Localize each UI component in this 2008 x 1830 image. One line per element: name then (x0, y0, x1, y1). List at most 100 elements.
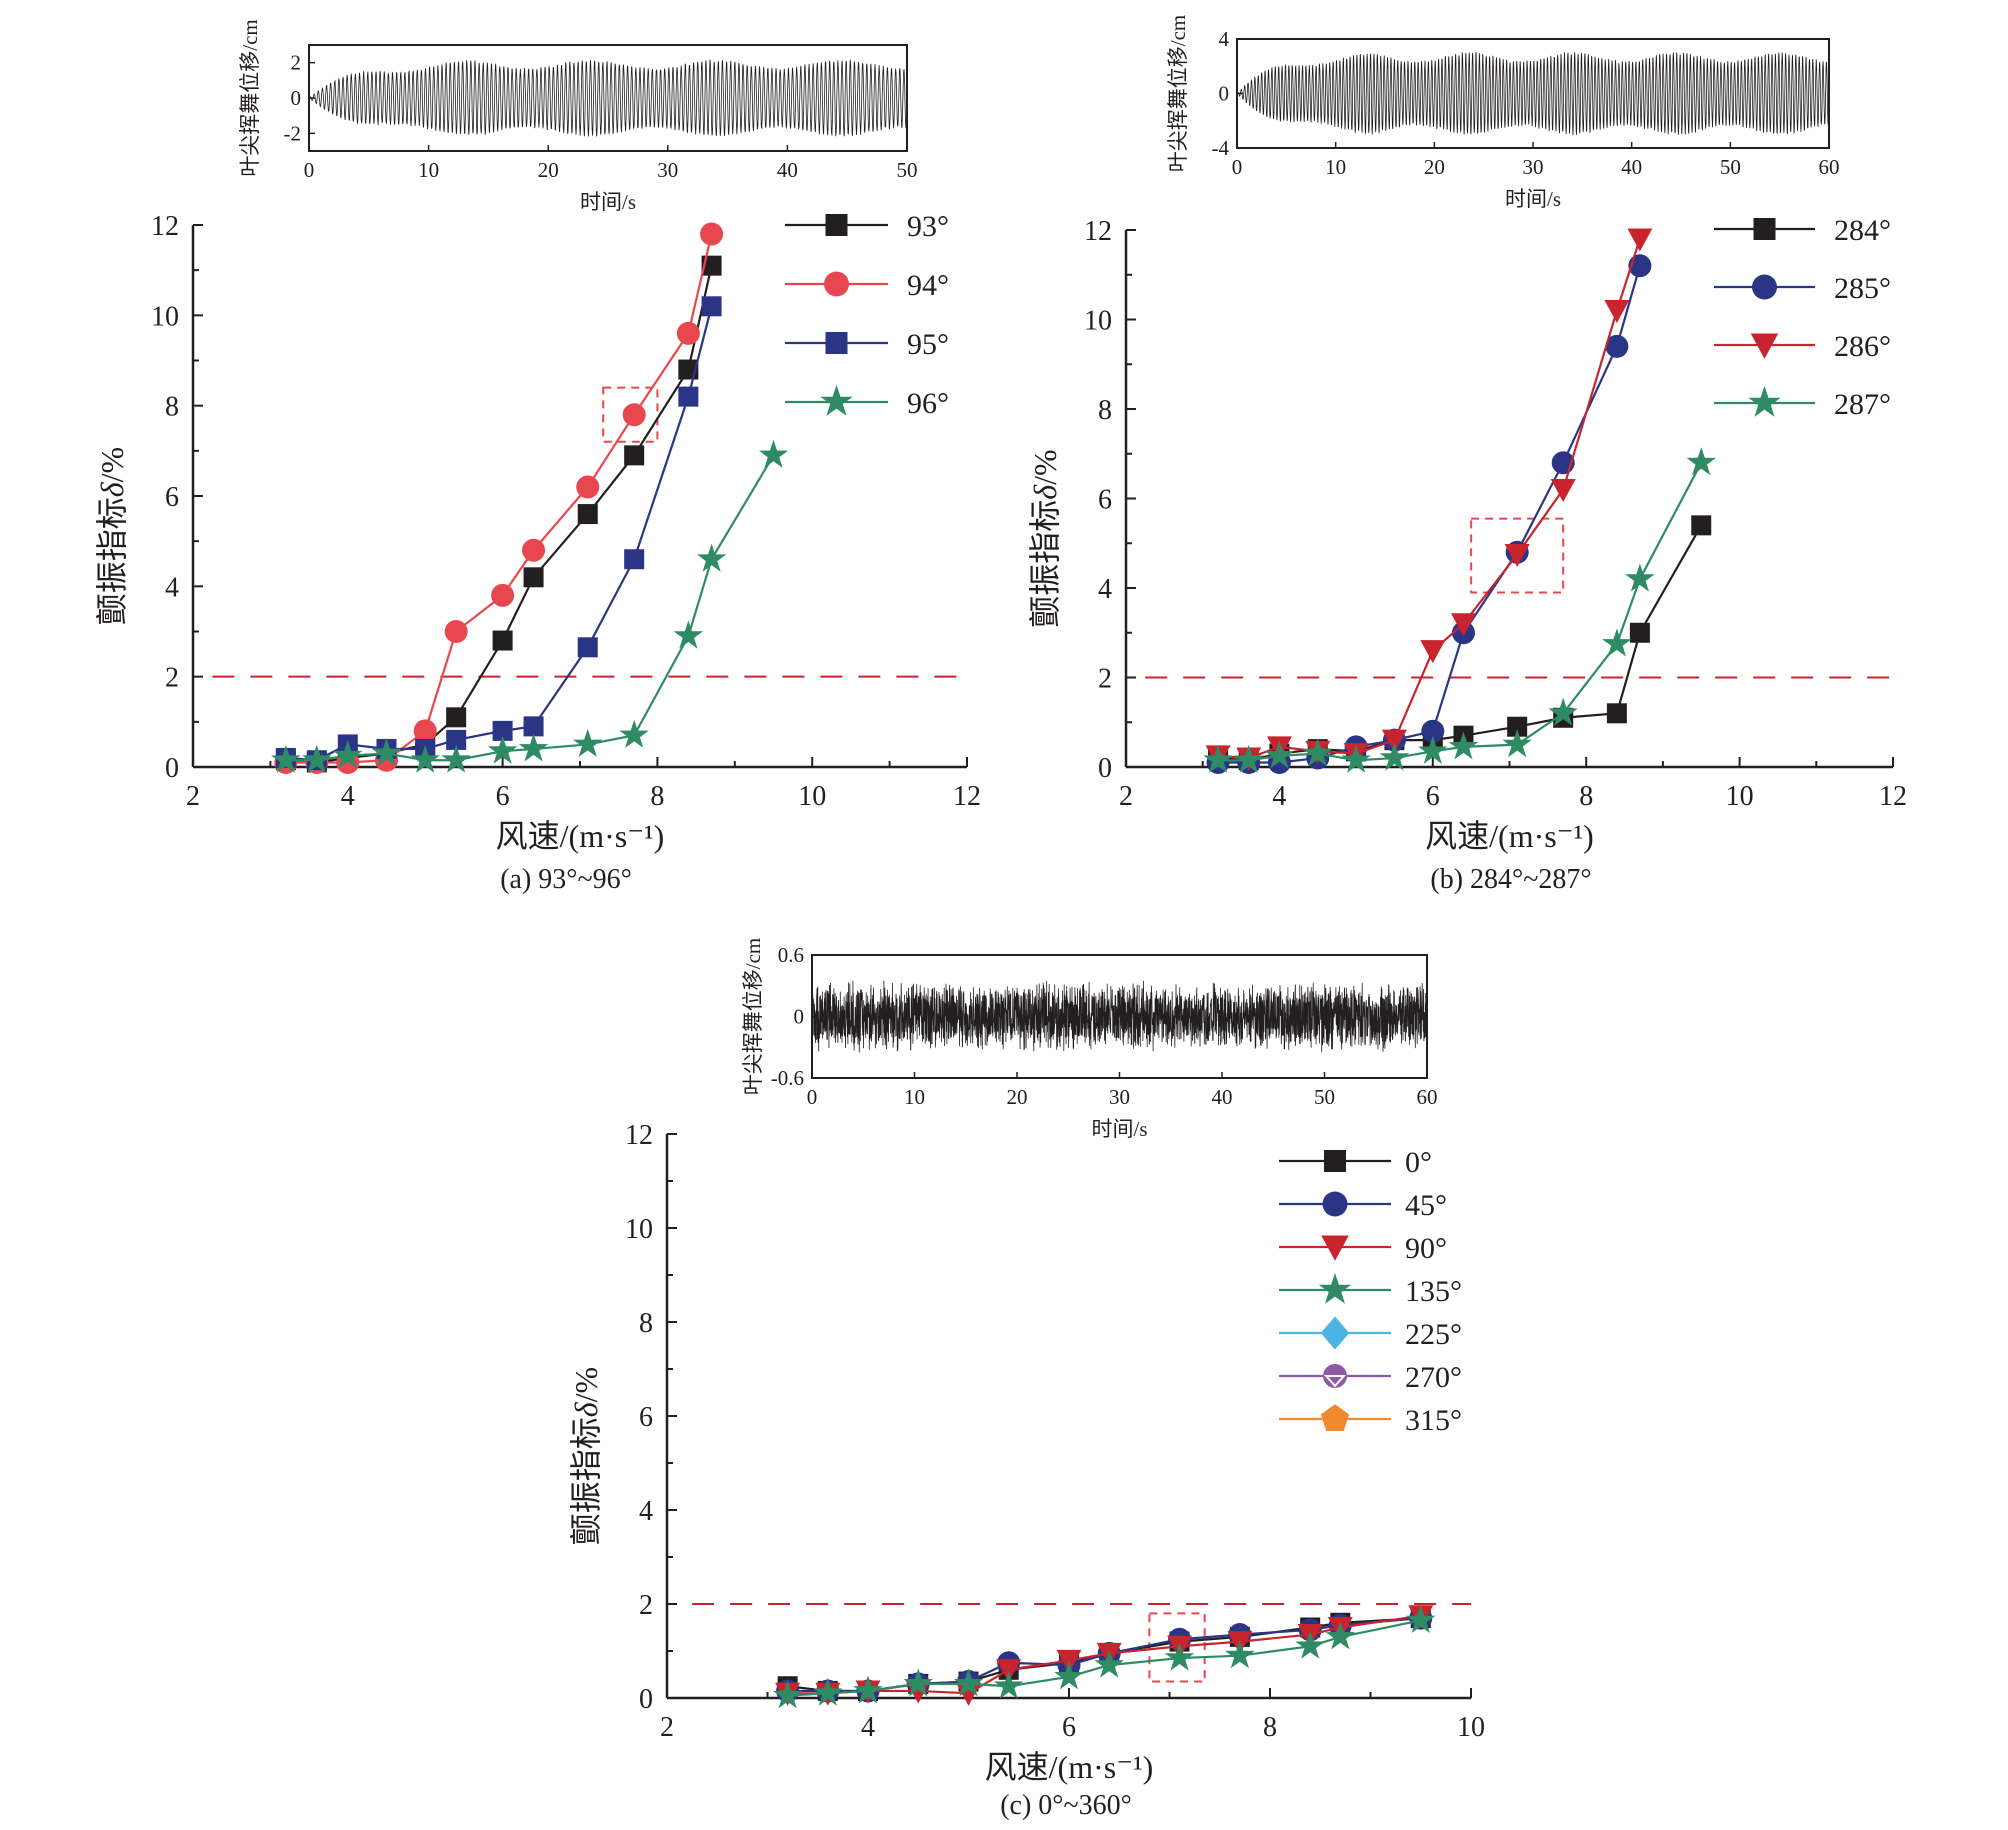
inset-x-tick-label: 40 (1621, 155, 1642, 179)
series-line (285, 454, 775, 762)
inset-x-axis-label: 时间/s (1505, 187, 1561, 211)
inset-x-tick-label: 40 (1212, 1085, 1233, 1109)
x-tick-label: 10 (1726, 781, 1754, 812)
x-tick-label: 8 (1579, 781, 1593, 812)
data-point (1295, 1630, 1325, 1659)
y-axis-label-main: 颤振指标 (94, 497, 130, 625)
x-tick-label: 8 (1263, 1712, 1277, 1743)
inset-y-tick-label: 0 (291, 86, 302, 110)
inset-x-tick-label: 50 (1720, 155, 1741, 179)
x-axis-label: 风速/(m·s⁻¹) (985, 1749, 1154, 1785)
series-line (1218, 265, 1641, 764)
data-point (853, 1675, 883, 1704)
data-point (1450, 613, 1476, 637)
series-95° (275, 296, 722, 771)
data-point (953, 1668, 984, 1697)
legend-label: 94° (907, 269, 949, 302)
y-tick-label: 12 (1084, 216, 1112, 247)
data-point (371, 738, 402, 766)
data-point (1264, 740, 1295, 769)
data-point (302, 744, 332, 773)
data-point (1550, 479, 1576, 503)
inset-signal (811, 980, 1428, 1053)
data-point (492, 630, 513, 651)
y-tick-label: 8 (165, 392, 179, 423)
x-tick-label: 2 (186, 781, 200, 812)
series-line (1217, 238, 1641, 760)
legend-marker-circle-open-icon-inner (1323, 1375, 1347, 1388)
legend-label: 284° (1834, 214, 1891, 247)
data-point (1054, 1661, 1084, 1690)
legend-marker-diamond-icon (1320, 1316, 1350, 1350)
data-point (1502, 729, 1532, 758)
data-point (1234, 744, 1264, 773)
data-point (1606, 703, 1627, 724)
data-point (1602, 628, 1632, 657)
x-tick-label: 8 (650, 781, 664, 812)
inset-x-tick-label: 50 (897, 158, 918, 182)
inset-y-tick-label: -4 (1212, 136, 1230, 160)
data-point (271, 744, 301, 773)
data-point (1548, 697, 1578, 726)
inset-x-tick-label: 30 (657, 158, 678, 182)
inset-x-tick-label: 10 (904, 1085, 925, 1109)
x-axis-label: 风速/(m·s⁻¹) (1425, 818, 1594, 854)
inset-x-tick-label: 30 (1109, 1085, 1130, 1109)
data-point (333, 740, 363, 769)
data-point (1686, 447, 1716, 476)
x-tick-label: 10 (798, 781, 826, 812)
legend-label: 225° (1405, 1318, 1462, 1351)
y-tick-label: 0 (165, 753, 179, 784)
data-point (1507, 716, 1528, 737)
series-287° (1203, 447, 1716, 773)
panel-caption: (a) 93°~96° (500, 864, 632, 895)
y-tick-label: 0 (1098, 753, 1112, 784)
series-94° (274, 222, 724, 774)
y-tick-label: 6 (165, 482, 179, 513)
y-tick-label: 2 (639, 1590, 653, 1621)
y-tick-label: 12 (625, 1120, 653, 1151)
y-axis-label-symbol: δ (94, 481, 130, 497)
data-point (678, 386, 699, 407)
y-axis-label-unit: /% (568, 1367, 604, 1403)
data-point (577, 637, 598, 658)
legend: 284° 285° 286° 287° (1714, 214, 1891, 421)
inset-y-tick-label: 0.6 (778, 943, 804, 967)
inset-x-tick-label: 10 (418, 158, 439, 182)
inset-y-tick-label: -2 (284, 121, 302, 145)
data-point (1341, 744, 1371, 773)
legend-marker-triangle-down-icon (1750, 333, 1779, 359)
inset-x-tick-label: 50 (1314, 1085, 1335, 1109)
data-point (413, 719, 437, 743)
legend-marker-star-icon (1318, 1273, 1352, 1304)
y-tick-label: 8 (639, 1308, 653, 1339)
x-tick-label: 12 (1879, 781, 1907, 812)
series-286° (1205, 228, 1653, 771)
y-axis-label: 颤振指标δ/% (568, 1367, 604, 1545)
x-tick-label: 6 (496, 781, 510, 812)
inset-y-axis-label: 叶尖挥舞位移/cm (1166, 15, 1190, 173)
inset-x-axis-label: 时间/s (580, 190, 636, 214)
legend-label: 90° (1405, 1232, 1447, 1265)
series-line (285, 233, 713, 764)
y-axis-label-main: 颤振指标 (1027, 500, 1063, 628)
data-point (1406, 1605, 1436, 1633)
inset-x-tick-label: 40 (777, 158, 798, 182)
data-point (487, 735, 518, 764)
data-point (410, 744, 440, 773)
legend-marker-square-icon (1753, 218, 1776, 240)
inset-x-tick-label: 60 (1819, 155, 1840, 179)
inset-x-tick-label: 0 (1232, 155, 1243, 179)
legend: 0° 45° 90° 135° 225° 270° 315° (1279, 1146, 1462, 1437)
series-96° (271, 439, 789, 773)
data-point (1629, 622, 1650, 643)
series-line (285, 306, 713, 762)
data-point (758, 439, 789, 468)
data-point (619, 719, 649, 748)
inset-x-tick-label: 20 (1007, 1085, 1028, 1109)
data-point (522, 538, 546, 562)
data-point (573, 728, 603, 757)
x-axis-label: 风速/(m·s⁻¹) (496, 818, 665, 854)
inset-x-tick-label: 20 (1424, 155, 1445, 179)
legend-marker-star-icon (820, 384, 853, 416)
